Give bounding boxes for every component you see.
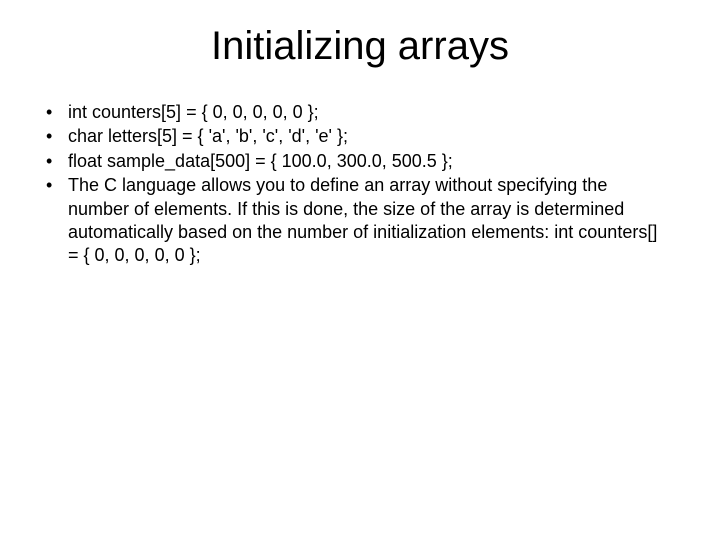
slide-title: Initializing arrays [0, 24, 720, 69]
bullet-list: int counters[5] = { 0, 0, 0, 0, 0 }; cha… [42, 101, 670, 268]
list-item: The C language allows you to define an a… [42, 174, 670, 268]
list-item: char letters[5] = { 'a', 'b', 'c', 'd', … [42, 125, 670, 148]
list-item: int counters[5] = { 0, 0, 0, 0, 0 }; [42, 101, 670, 124]
list-item: float sample_data[500] = { 100.0, 300.0,… [42, 150, 670, 173]
slide: Initializing arrays int counters[5] = { … [0, 0, 720, 540]
